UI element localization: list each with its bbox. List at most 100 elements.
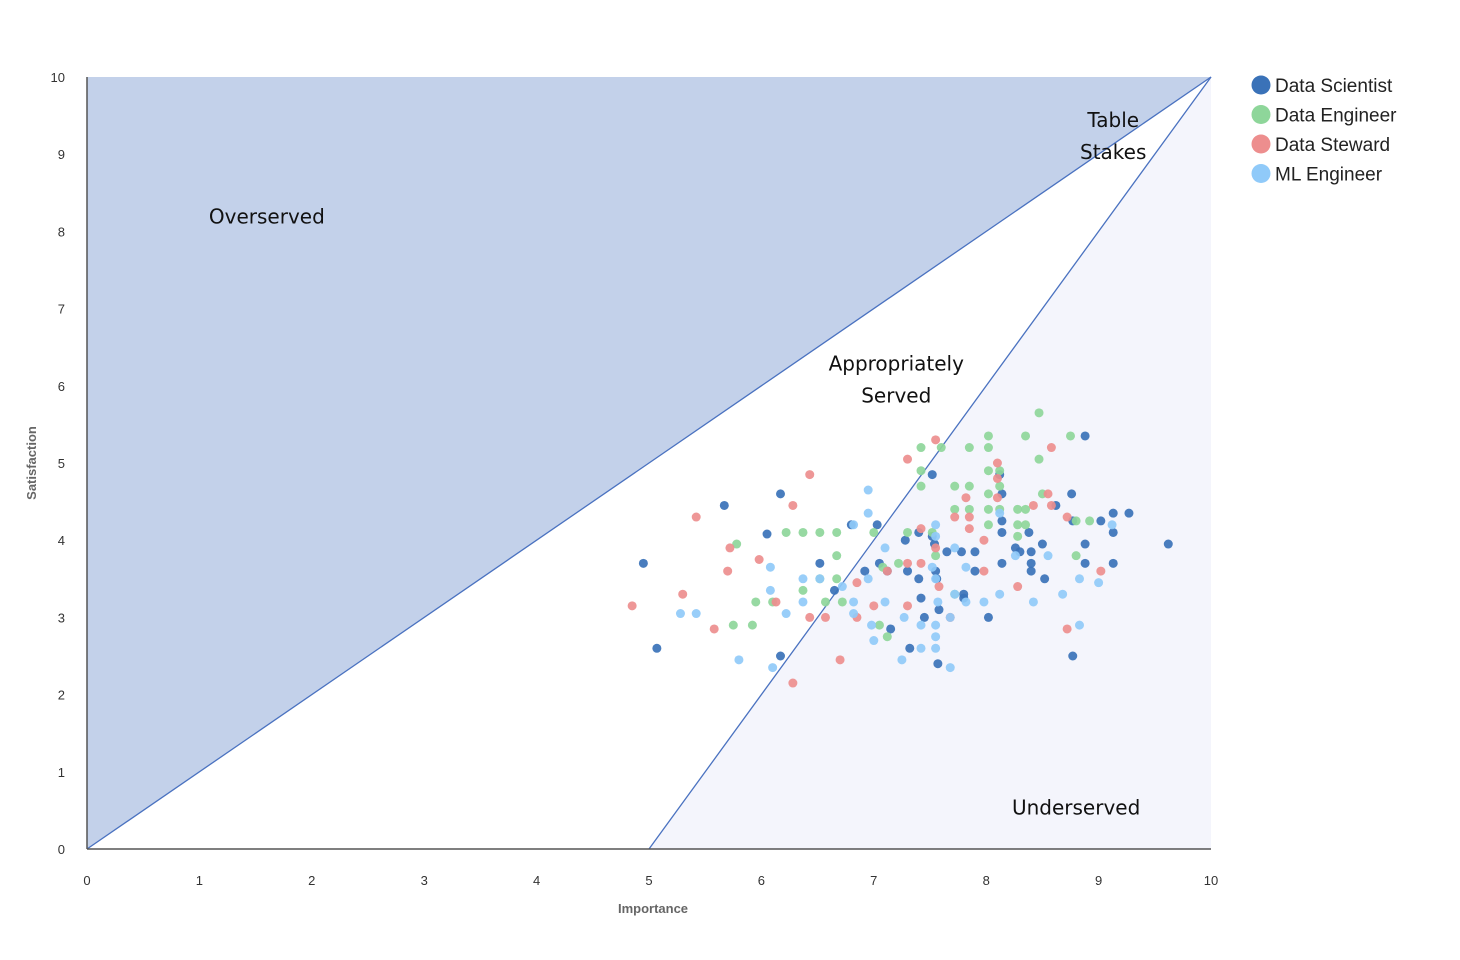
point-data-steward [1043, 489, 1053, 499]
point-data-scientist [1026, 558, 1036, 568]
y-tick-label: 7 [58, 302, 65, 317]
point-ml-engineer [734, 655, 744, 665]
point-data-scientist [860, 566, 870, 576]
y-tick-label: 9 [58, 147, 65, 162]
point-ml-engineer [945, 663, 955, 673]
point-data-engineer [995, 466, 1005, 476]
x-tick-label: 3 [421, 873, 428, 888]
y-tick-label: 5 [58, 456, 65, 471]
region-label-overserved: Overserved [209, 205, 325, 229]
point-ml-engineer [1043, 551, 1053, 561]
point-data-engineer [964, 504, 974, 514]
point-data-scientist [970, 547, 980, 557]
point-data-scientist [815, 558, 825, 568]
point-data-steward [916, 524, 926, 534]
point-ml-engineer [781, 609, 791, 619]
y-tick-label: 2 [58, 688, 65, 703]
point-ml-engineer [927, 562, 937, 572]
point-data-steward [852, 578, 862, 588]
point-data-engineer [1034, 454, 1044, 464]
point-ml-engineer [916, 643, 926, 653]
y-tick-label: 3 [58, 610, 65, 625]
point-data-engineer [882, 632, 892, 642]
point-data-engineer [964, 481, 974, 491]
region-label-appropriately-served: Appropriately Served [829, 351, 965, 407]
point-data-steward [627, 601, 637, 611]
point-data-engineer [1071, 516, 1081, 526]
point-data-steward [992, 493, 1002, 503]
point-data-scientist [1067, 489, 1077, 499]
point-data-engineer [1021, 504, 1031, 514]
point-data-engineer [1013, 504, 1023, 514]
y-tick-label: 4 [58, 533, 65, 548]
point-data-scientist [1108, 527, 1118, 537]
region-labels: Overserved Table Stakes Appropriately Served… [209, 108, 1147, 819]
point-data-engineer [820, 597, 830, 607]
point-data-engineer [1013, 531, 1023, 541]
point-data-scientist [872, 520, 882, 530]
point-data-scientist [1026, 566, 1036, 576]
point-data-engineer [983, 466, 993, 476]
point-data-steward [1062, 512, 1072, 522]
point-data-steward [950, 512, 960, 522]
point-ml-engineer [849, 609, 859, 619]
point-ml-engineer [897, 655, 907, 665]
point-data-steward [869, 601, 879, 611]
point-data-scientist [983, 612, 993, 622]
point-data-steward [903, 454, 913, 464]
point-data-engineer [732, 539, 742, 549]
x-tick-label: 8 [983, 873, 990, 888]
point-ml-engineer [798, 574, 808, 584]
point-data-engineer [983, 431, 993, 441]
point-data-scientist [919, 612, 929, 622]
point-data-steward [678, 589, 688, 599]
point-data-steward [788, 500, 798, 510]
point-data-engineer [832, 527, 842, 537]
point-data-steward [931, 435, 941, 445]
region-label-underserved: Underserved [1012, 795, 1140, 819]
point-data-steward [979, 566, 989, 576]
point-ml-engineer [880, 543, 890, 553]
point-data-scientist [1040, 574, 1050, 584]
point-data-steward [1028, 500, 1038, 510]
point-ml-engineer [961, 597, 971, 607]
point-data-scientist [638, 558, 648, 568]
point-data-scientist [1037, 539, 1047, 549]
point-data-engineer [837, 597, 847, 607]
point-data-steward [771, 597, 781, 607]
x-axis-label: Importance [618, 901, 688, 916]
point-data-engineer [1013, 520, 1023, 530]
point-data-engineer [747, 620, 757, 630]
point-data-steward [709, 624, 719, 634]
point-ml-engineer [765, 562, 775, 572]
point-data-steward [882, 566, 892, 576]
boundary-lines [86, 76, 1212, 850]
point-data-steward [992, 473, 1002, 483]
point-data-scientist [997, 516, 1007, 526]
point-ml-engineer [950, 589, 960, 599]
y-axis-label: Satisfaction [24, 426, 39, 500]
point-data-engineer [832, 551, 842, 561]
x-tick-label: 2 [308, 873, 315, 888]
x-tick-label: 6 [758, 873, 765, 888]
legend: Data Scientist Data Engineer Data Steward M… [1251, 75, 1397, 186]
point-ml-engineer [849, 520, 859, 530]
point-data-engineer [916, 466, 926, 476]
boundary-line-2 [648, 76, 1212, 850]
point-data-scientist [1024, 527, 1034, 537]
point-data-scientist [776, 651, 786, 661]
legend-label-data-scientist: Data Scientist [1275, 76, 1393, 97]
point-data-engineer [983, 520, 993, 530]
point-ml-engineer [916, 620, 926, 630]
point-ml-engineer [815, 574, 825, 584]
point-data-steward [916, 558, 926, 568]
point-data-steward [820, 612, 830, 622]
point-data-engineer [983, 489, 993, 499]
point-data-engineer [916, 481, 926, 491]
point-data-scientist [970, 566, 980, 576]
point-data-steward [979, 535, 989, 545]
point-data-scientist [1080, 558, 1090, 568]
point-data-steward [964, 512, 974, 522]
point-data-engineer [983, 443, 993, 453]
point-data-scientist [1068, 651, 1078, 661]
